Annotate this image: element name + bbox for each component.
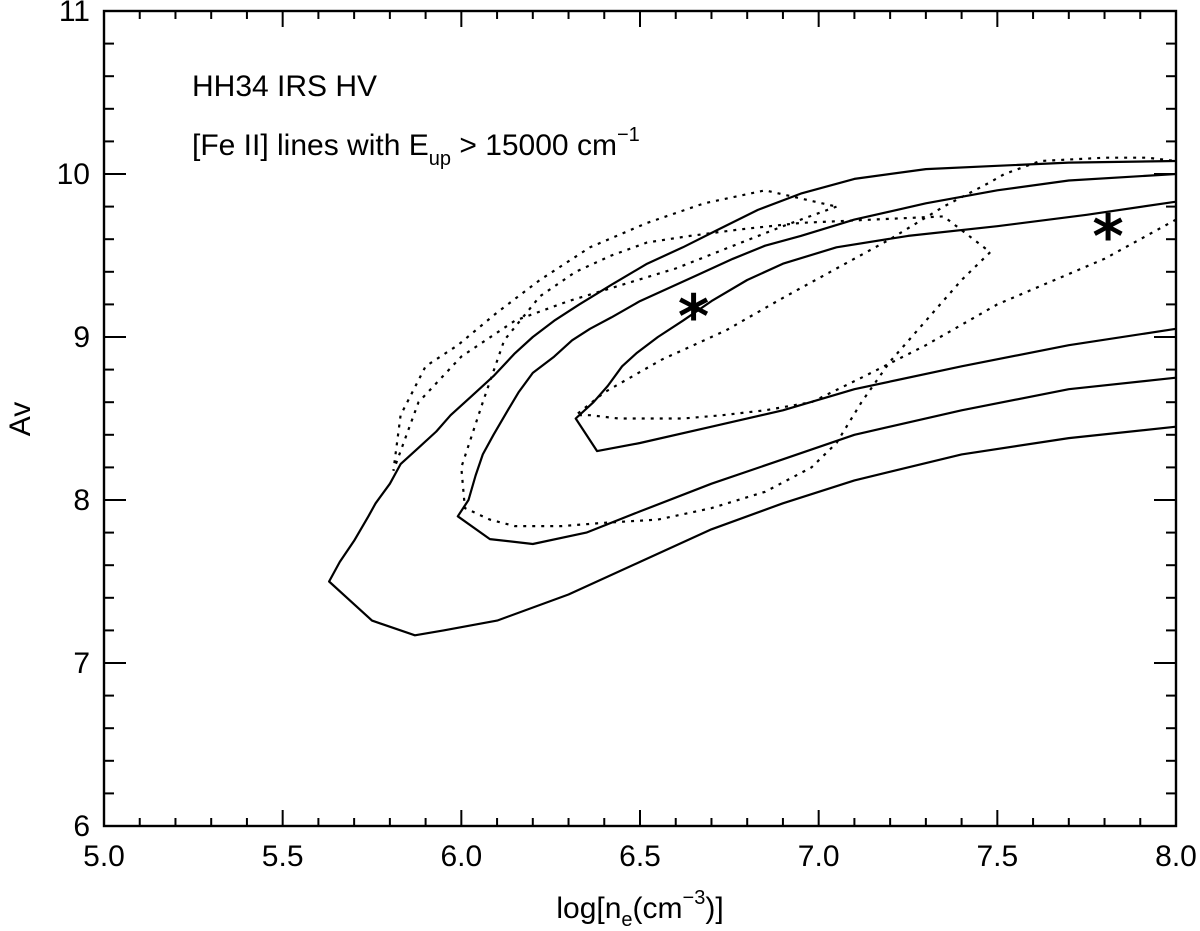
dotted-contour-6 [392, 189, 837, 472]
x-axis-title-sub: e [621, 909, 632, 931]
x-axis-title: log[ne(cm−3)] [556, 887, 723, 931]
annotation-lines-mid: > 15000 cm [451, 129, 617, 162]
x-tick-label: 6.0 [440, 840, 482, 873]
y-axis-title: Av [4, 402, 37, 436]
y-tick-labels: 6 7 8 9 10 11 [57, 0, 90, 843]
x-tick-label: 5.0 [83, 840, 125, 873]
y-tick-label: 9 [73, 321, 90, 354]
annotation-lines-sup: −1 [617, 124, 640, 146]
x-axis-title-base: log[n [556, 892, 621, 925]
x-tick-label: 5.5 [262, 840, 304, 873]
contour-series [328, 156, 1177, 637]
annotation-lines-sub: up [429, 148, 451, 170]
solid-contour-3 [574, 200, 1177, 453]
x-tick-label: 7.0 [798, 840, 840, 873]
annotation-object: HH34 IRS HV [192, 70, 377, 103]
best-fit-markers: ** [678, 202, 1124, 352]
y-tick-label: 6 [73, 810, 90, 843]
x-tick-label: 6.5 [619, 840, 661, 873]
best-fit-star-1: * [678, 282, 709, 352]
best-fit-star-2: * [1092, 202, 1123, 272]
y-tick-label: 11 [59, 0, 90, 28]
x-axis-title-mid: (cm [633, 892, 683, 925]
x-axis-title-end: )] [705, 892, 723, 925]
y-tick-label: 10 [57, 158, 90, 191]
x-tick-labels: 5.0 5.5 6.0 6.5 7.0 7.5 8.0 [83, 840, 1197, 873]
x-tick-label: 8.0 [1155, 840, 1197, 873]
annotation-lines-prefix: [Fe II] lines with E [192, 129, 429, 162]
y-tick-label: 7 [73, 647, 90, 680]
axis-ticks [103, 10, 1177, 827]
annotation-lines: [Fe II] lines with Eup > 15000 cm−1 [192, 124, 640, 170]
solid-contour-2 [456, 172, 1177, 546]
dotted-contour-4 [572, 156, 1177, 420]
x-axis-title-sup: −3 [683, 887, 706, 909]
x-tick-label: 7.5 [976, 840, 1018, 873]
solid-contour-1 [328, 159, 1177, 637]
y-tick-label: 8 [73, 484, 90, 517]
